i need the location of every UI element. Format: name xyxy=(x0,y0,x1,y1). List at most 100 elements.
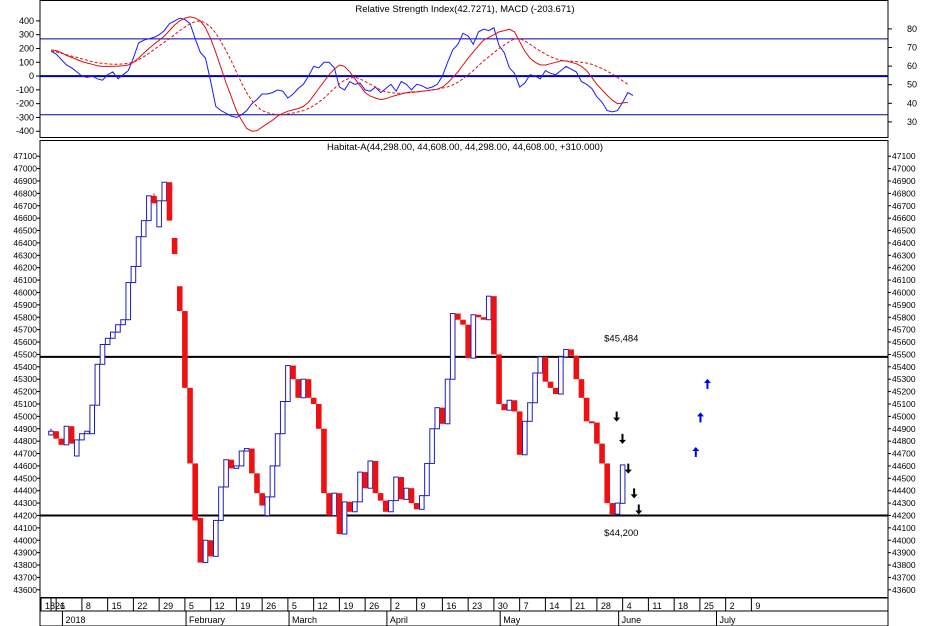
candle-down xyxy=(460,319,466,325)
indicator-title: Relative Strength Index(42.7271), MACD (… xyxy=(355,4,574,15)
candle-down xyxy=(511,400,518,412)
day-label: 5 xyxy=(189,601,194,611)
right-price-label: 46100 xyxy=(892,275,916,285)
left-price-label: 46500 xyxy=(13,226,37,236)
candle-up xyxy=(269,465,276,498)
candle-down xyxy=(192,463,198,521)
candle-down xyxy=(480,317,487,320)
candle-down xyxy=(594,422,600,444)
left-price-label: 45600 xyxy=(13,337,37,347)
right-tick-label: 60 xyxy=(907,61,917,71)
right-tick-label: 80 xyxy=(907,24,917,34)
signal-line xyxy=(50,20,629,116)
left-price-label: 44000 xyxy=(13,535,37,545)
candle-up xyxy=(146,195,152,222)
candle-down xyxy=(491,296,497,355)
candle-down xyxy=(604,463,610,504)
right-price-label: 47100 xyxy=(892,151,916,161)
candle-down xyxy=(197,517,204,563)
candle-up xyxy=(99,344,106,365)
up-arrow-icon xyxy=(703,378,711,389)
candle-up xyxy=(223,459,229,488)
macd-line xyxy=(50,16,628,132)
day-label: 21 xyxy=(575,601,585,611)
candle-up xyxy=(485,295,492,321)
candle-up xyxy=(367,460,374,489)
candle-up xyxy=(470,314,477,359)
day-label: 1 xyxy=(60,601,65,611)
candle-down xyxy=(496,354,502,404)
right-tick-label: 50 xyxy=(907,80,917,90)
candle-down xyxy=(398,477,404,500)
left-price-label: 44800 xyxy=(13,436,37,446)
left-price-label: 47100 xyxy=(13,151,37,161)
candle-down xyxy=(207,540,214,557)
candle-down xyxy=(372,460,379,494)
candle-down xyxy=(377,493,384,501)
candle-up xyxy=(233,465,240,469)
candle-up xyxy=(274,433,281,467)
left-price-label: 46300 xyxy=(13,250,37,260)
up-arrow-icon xyxy=(692,447,700,458)
right-price-label: 43700 xyxy=(892,572,916,582)
day-label: 8 xyxy=(86,601,91,611)
candle-down xyxy=(58,438,65,445)
candle-up xyxy=(393,476,399,502)
right-price-label: 45500 xyxy=(892,349,916,359)
candle-down xyxy=(53,431,59,439)
day-label: 12 xyxy=(318,601,328,611)
candle-down xyxy=(305,379,312,398)
left-price-label: 43800 xyxy=(13,560,37,570)
candle-down xyxy=(295,379,301,398)
day-label: 2 xyxy=(395,601,400,611)
right-tick-label: 70 xyxy=(907,42,917,52)
left-price-label: 45800 xyxy=(13,312,37,322)
left-price-label: 45300 xyxy=(13,374,37,384)
candle-up xyxy=(79,433,85,441)
left-price-label: 45200 xyxy=(13,387,37,397)
left-tick-label: 0 xyxy=(29,71,34,81)
left-price-label: 45700 xyxy=(13,325,37,335)
candle-down xyxy=(382,500,389,512)
left-price-label: 46700 xyxy=(13,201,37,211)
day-label: 5 xyxy=(292,601,297,611)
left-price-label: 45000 xyxy=(13,411,37,421)
price-annotation: $45,484 xyxy=(604,333,638,344)
left-price-label: 45500 xyxy=(13,349,37,359)
candle-down xyxy=(583,397,590,422)
day-label: 26 xyxy=(55,601,65,611)
candle-down xyxy=(346,501,353,512)
day-label: 16 xyxy=(446,601,456,611)
right-price-label: 45100 xyxy=(892,399,916,409)
candle-down xyxy=(259,493,265,506)
right-price-label: 46800 xyxy=(892,188,916,198)
day-label: 19 xyxy=(343,601,353,611)
candle-up xyxy=(48,430,54,436)
left-price-label: 44500 xyxy=(13,473,37,483)
right-price-label: 44300 xyxy=(892,498,916,508)
price-annotation: $44,200 xyxy=(604,528,638,539)
right-price-label: 45600 xyxy=(892,337,916,347)
day-label: 26 xyxy=(266,601,276,611)
time-axis-frame xyxy=(39,597,889,626)
candle-up xyxy=(84,430,90,435)
candle-down xyxy=(408,488,415,504)
candle-up xyxy=(352,501,358,513)
candle-down xyxy=(362,472,368,489)
month-label: July xyxy=(720,615,737,625)
month-label: May xyxy=(503,615,521,625)
left-price-label: 43600 xyxy=(13,585,37,595)
right-price-label: 45800 xyxy=(892,312,916,322)
candle-down xyxy=(547,381,554,388)
candle-down xyxy=(501,403,507,411)
day-label: 9 xyxy=(755,601,760,611)
candle-up xyxy=(104,337,111,346)
indicator-panel: 400 300 200 100 0 -100 -200 -300 -400 80 70 60 50 40 3… xyxy=(16,0,917,138)
left-tick-label: -200 xyxy=(16,99,34,109)
left-price-label: 44200 xyxy=(13,510,37,520)
candle-down xyxy=(151,195,157,204)
left-tick-label: 300 xyxy=(19,30,34,40)
candle-down xyxy=(68,426,75,444)
right-price-label: 46900 xyxy=(892,176,916,186)
day-label: 28 xyxy=(601,601,611,611)
